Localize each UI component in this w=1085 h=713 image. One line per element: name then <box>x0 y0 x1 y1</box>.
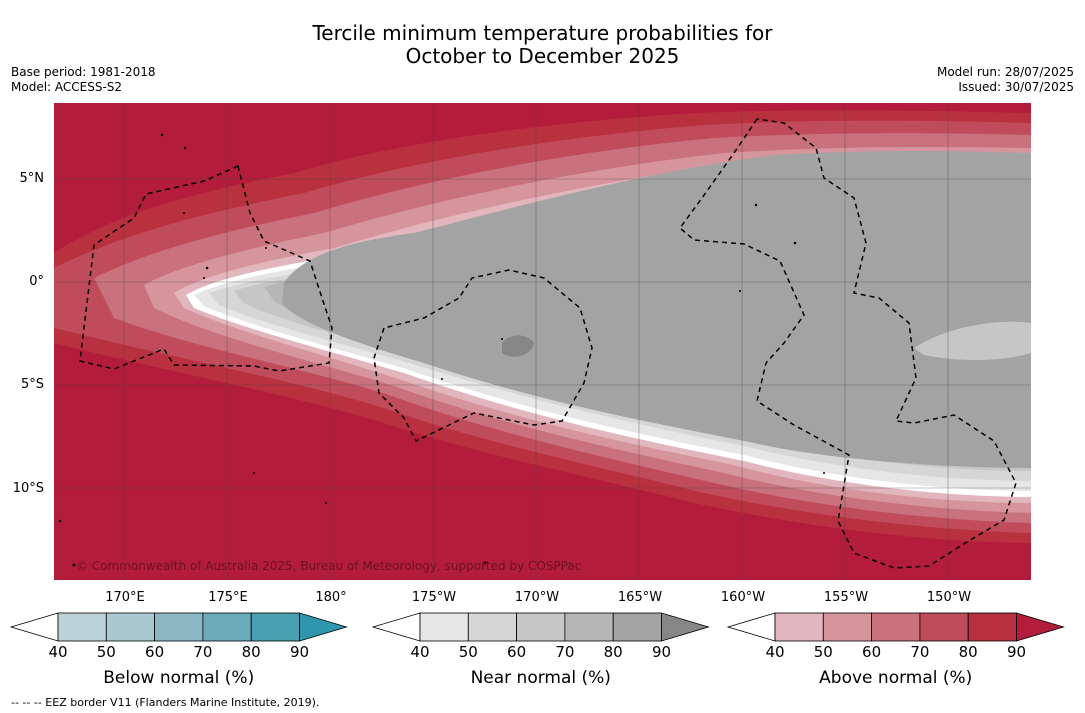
colorbar-near-swatch-60 <box>516 612 566 642</box>
colorbar-near-swatch-40 <box>419 612 469 642</box>
colorbar-below-tick-80: 80 <box>241 643 261 661</box>
colorbar-near-tick-60: 60 <box>507 643 527 661</box>
colorbar-near-tick-90: 90 <box>651 643 672 661</box>
colorbar-below-tick-40: 40 <box>48 643 68 661</box>
colorbar-above: 40 50 60 70 80 90 Above normal (%) <box>726 612 1067 688</box>
lon-label-165w: 165°W <box>617 590 663 605</box>
colorbar-above-tick-40: 40 <box>765 643 785 661</box>
title-line-1: Tercile minimum temperature probabilitie… <box>312 21 773 45</box>
eez-border-west <box>79 164 333 372</box>
colorbar-below-swatch-50 <box>105 612 156 642</box>
colorbar-above-tick-70: 70 <box>910 643 930 661</box>
near-normal-80-region <box>282 151 1031 468</box>
eez-border-east <box>678 118 1017 569</box>
lat-label-5s: 5°S <box>20 377 44 392</box>
colorbar-near-swatch-80 <box>612 612 662 642</box>
lon-label-155w: 155°W <box>823 590 869 605</box>
colorbar-below-label: Below normal (%) <box>103 668 255 688</box>
colorbar-below-swatch-70 <box>202 612 252 642</box>
model-run: Model run: 28/07/2025 <box>936 65 1074 79</box>
chart-title: Tercile minimum temperature probabilitie… <box>0 22 1085 68</box>
colorbar-above-extend-high <box>1016 612 1065 642</box>
colorbar-above-tick-90: 90 <box>1006 643 1027 661</box>
colorbar-below: 40 50 60 70 80 90 Below normal (%) <box>9 612 350 688</box>
colorbar-below-swatches <box>9 612 348 642</box>
colorbar-above-tick-50: 50 <box>813 643 833 661</box>
colorbar-near-label: Near normal (%) <box>470 668 611 688</box>
lon-label-170w: 170°W <box>514 590 560 605</box>
colorbar-above-swatch-70 <box>919 612 969 642</box>
issued-date: Issued: 30/07/2025 <box>958 80 1074 94</box>
colorbar-near-tick-50: 50 <box>458 643 478 661</box>
colorbar-above-swatch-50 <box>822 612 873 642</box>
colorbar-below-tick-50: 50 <box>96 643 116 661</box>
islands <box>58 133 825 567</box>
colorbar-near-swatches <box>371 612 710 642</box>
colorbar-above-tick-60: 60 <box>862 643 882 661</box>
colorbar-above-swatch-40 <box>774 612 824 642</box>
eez-borders <box>79 118 1017 569</box>
lon-label-180: 180° <box>315 590 347 605</box>
colorbar-above-swatch-80 <box>967 612 1017 642</box>
colorbar-above-swatches <box>726 612 1065 642</box>
colorbar-near-swatch-70 <box>564 612 614 642</box>
colorbar-near-tick-40: 40 <box>410 643 430 661</box>
colorbar-below-tick-90: 90 <box>289 643 310 661</box>
lat-label-0: 0° <box>29 274 44 289</box>
lat-label-10s: 10°S <box>12 481 44 496</box>
colorbar-near-extend-low <box>371 612 421 642</box>
lon-label-160w: 160°W <box>720 590 766 605</box>
lon-label-170e: 170°E <box>105 590 145 605</box>
title-line-2: October to December 2025 <box>405 44 680 68</box>
colorbar-below-swatch-80 <box>250 612 300 642</box>
eez-footnote: -- -- -- EEZ border V11 (Flanders Marine… <box>11 696 320 709</box>
base-period: Base period: 1981-2018 <box>11 65 156 79</box>
colorbar-near: 40 50 60 70 80 90 Near normal (%) <box>371 612 712 688</box>
colorbar-near-swatch-50 <box>467 612 518 642</box>
colorbar-below-swatch-40 <box>57 612 107 642</box>
lon-label-150w: 150°W <box>926 590 972 605</box>
colorbar-above-label: Above normal (%) <box>819 668 973 688</box>
colorbar-below-tick-70: 70 <box>193 643 213 661</box>
colorbar-below-tick-60: 60 <box>145 643 165 661</box>
near-normal-light-patch <box>914 321 1031 361</box>
colorbar-above-swatch-60 <box>871 612 921 642</box>
model-name: Model: ACCESS-S2 <box>11 80 123 94</box>
lon-label-175w: 175°W <box>411 590 457 605</box>
colorbar-below-extend-low <box>9 612 59 642</box>
grid <box>54 103 1031 580</box>
lon-label-175e: 175°E <box>208 590 248 605</box>
colorbar-below-extend-high <box>299 612 348 642</box>
lat-label-5n: 5°N <box>19 171 45 186</box>
colorbar-above-tick-80: 80 <box>958 643 978 661</box>
meta-right: Model run: 28/07/2025 Issued: 30/07/2025 <box>937 65 1074 95</box>
colorbar-near-tick-70: 70 <box>555 643 575 661</box>
colorbar-near-tick-80: 80 <box>603 643 623 661</box>
colorbar-near-extend-high <box>661 612 710 642</box>
probability-map <box>54 103 1031 580</box>
meta-left: Base period: 1981-2018 Model: ACCESS-S2 <box>11 65 156 95</box>
colorbar-below-swatch-60 <box>154 612 204 642</box>
colorbar-above-extend-low <box>726 612 776 642</box>
near-normal-dark-patch <box>502 335 534 357</box>
copyright-notice: © Commonwealth of Australia 2025, Bureau… <box>76 559 582 573</box>
